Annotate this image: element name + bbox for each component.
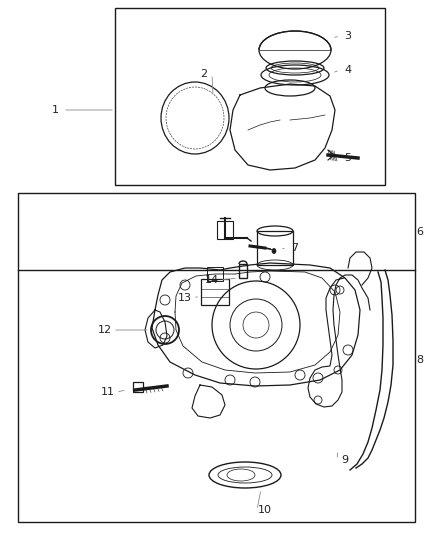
Text: 1: 1 xyxy=(52,105,59,115)
Text: 11: 11 xyxy=(101,387,115,397)
Text: 3: 3 xyxy=(345,31,352,41)
Bar xyxy=(133,382,143,392)
Text: 8: 8 xyxy=(417,355,424,365)
Bar xyxy=(201,279,229,305)
Text: 4: 4 xyxy=(344,65,352,75)
Ellipse shape xyxy=(272,248,276,254)
Text: 2: 2 xyxy=(201,69,208,79)
Text: 7: 7 xyxy=(291,243,299,253)
Bar xyxy=(18,193,415,522)
Bar xyxy=(115,8,385,185)
Bar xyxy=(217,221,233,239)
Text: 6: 6 xyxy=(417,227,424,237)
Text: 9: 9 xyxy=(342,455,349,465)
Bar xyxy=(257,231,293,265)
Text: 10: 10 xyxy=(258,505,272,515)
Bar xyxy=(207,267,223,281)
Text: 5: 5 xyxy=(345,153,352,163)
Text: 14: 14 xyxy=(205,275,219,285)
Bar xyxy=(239,264,247,278)
Text: 13: 13 xyxy=(178,293,192,303)
Text: 12: 12 xyxy=(98,325,112,335)
